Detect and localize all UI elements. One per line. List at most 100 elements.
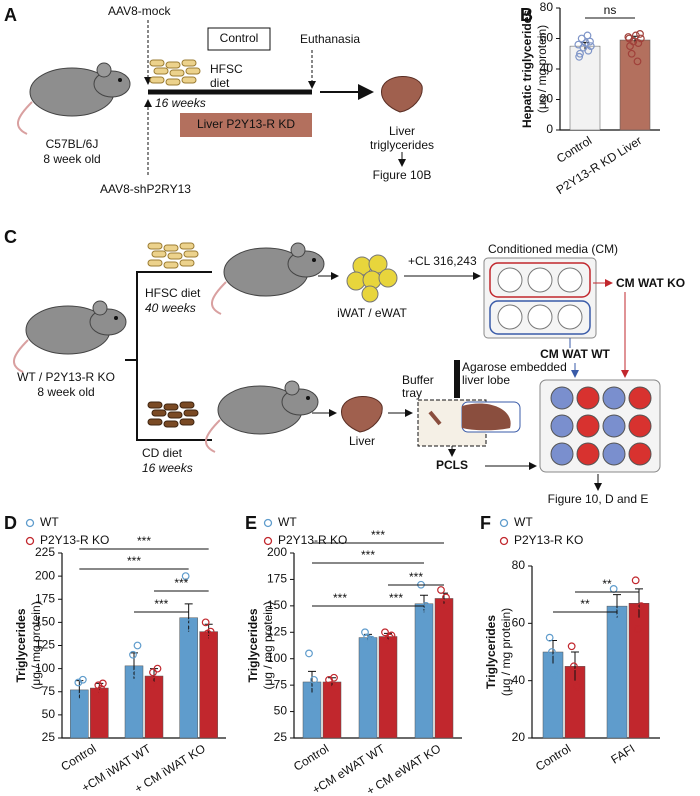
cm-label: Conditioned media (CM) <box>488 242 618 256</box>
y-tick-label: 225 <box>35 545 55 559</box>
data-point <box>437 586 445 594</box>
data-point <box>72 697 81 705</box>
data-point <box>149 668 157 677</box>
figure-ref: Figure 10, D and E <box>548 492 649 506</box>
data-point <box>443 601 452 610</box>
data-point <box>383 635 391 644</box>
data-point <box>208 635 217 643</box>
mouse-icon <box>12 300 127 373</box>
x-tick-label: FAFI <box>608 741 637 766</box>
data-point <box>567 642 576 651</box>
kd-label: Liver P2Y13-R KD <box>197 117 295 131</box>
tray <box>417 360 521 447</box>
vector-label: AAV8-mock <box>108 4 171 18</box>
y-tick-label: 50 <box>274 704 288 718</box>
significance-label: *** <box>389 591 403 605</box>
data-point <box>94 681 103 690</box>
panel-label: F <box>480 513 491 533</box>
y-tick-label: 60 <box>540 31 554 45</box>
significance-label: *** <box>409 570 423 584</box>
data-point <box>633 57 642 66</box>
mouse-label: WT / P2Y13-R KO <box>17 370 115 384</box>
y-tick-label: 40 <box>512 673 526 687</box>
legend-marker <box>263 518 273 528</box>
y-tick-label: 100 <box>267 651 287 665</box>
data-point <box>129 650 137 659</box>
x-tick-label: Control <box>554 133 594 165</box>
y-tick-label: 200 <box>267 545 287 559</box>
panel-label: B <box>520 5 533 25</box>
panel-label: A <box>4 5 17 25</box>
data-point <box>625 34 634 43</box>
branch <box>125 271 212 441</box>
vector-label: AAV8-shP2RY13 <box>100 182 191 196</box>
y-tick-label: 175 <box>35 591 55 605</box>
bar <box>322 681 342 739</box>
data-point <box>188 632 197 641</box>
data-point <box>183 623 192 631</box>
fat-icon <box>346 254 398 303</box>
data-point <box>637 602 646 611</box>
x-tick-label: Control <box>58 741 98 773</box>
data-point <box>330 673 338 682</box>
significance-label: ** <box>580 597 590 611</box>
data-point <box>573 682 582 691</box>
significance-label: *** <box>361 548 375 562</box>
tray-label: tray <box>402 386 422 400</box>
legend-label: P2Y13-R KO <box>278 533 347 547</box>
tray-label: Buffer <box>402 373 434 387</box>
cm-ko-label: CM WAT KO <box>616 276 685 290</box>
kd-box <box>180 113 312 137</box>
x-tick-label: Control <box>533 741 573 773</box>
y-tick-label: 0 <box>546 122 553 136</box>
data-point <box>545 633 554 642</box>
data-point <box>311 697 320 705</box>
data-point <box>636 30 644 38</box>
data-point <box>203 629 212 638</box>
data-point <box>615 613 624 622</box>
control-box <box>207 27 271 51</box>
diet-icon <box>147 242 199 269</box>
diet-label: HFSC diet <box>145 286 201 300</box>
wells <box>550 386 652 466</box>
bar <box>606 605 628 739</box>
data-point <box>367 635 376 644</box>
bar <box>569 45 601 131</box>
data-point <box>152 675 160 684</box>
cm-wt-label: CM WAT WT <box>540 347 610 361</box>
duration: 16 weeks <box>155 96 206 110</box>
data-point <box>310 675 318 684</box>
pcls-label: PCLS <box>436 458 468 472</box>
control-label: Control <box>220 31 259 45</box>
y-tick-label: 25 <box>42 730 56 744</box>
legend-label: WT <box>40 515 59 529</box>
y-tick-label: 20 <box>540 92 554 106</box>
y-tick-label: 175 <box>267 572 287 586</box>
error-bar <box>613 594 621 618</box>
y-axis-label: Triglycerides <box>484 615 498 689</box>
data-point <box>147 680 155 689</box>
lobe-label: Agarose embedded <box>462 360 567 374</box>
data-point <box>381 628 389 637</box>
data-point <box>181 572 190 581</box>
data-point <box>574 40 583 49</box>
y-tick-label: 150 <box>267 598 287 612</box>
diet-label: diet <box>210 76 230 90</box>
y-tick-label: 125 <box>35 638 55 652</box>
data-point <box>201 618 210 627</box>
data-point <box>132 669 140 678</box>
legend-marker <box>263 536 273 546</box>
error-bar <box>184 603 193 632</box>
y-tick-label: 50 <box>42 707 56 721</box>
significance-label: *** <box>154 597 168 611</box>
data-point <box>327 681 335 690</box>
legend-label: P2Y13-R KO <box>40 533 109 547</box>
data-point <box>98 679 107 688</box>
data-point <box>77 692 86 701</box>
data-point <box>581 39 590 47</box>
euthanasia-label: Euthanasia <box>300 32 360 46</box>
panel-label: C <box>4 227 17 247</box>
data-point <box>627 49 636 58</box>
y-tick-label: 80 <box>540 0 554 14</box>
